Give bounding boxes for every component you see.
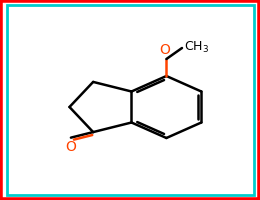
Text: O: O xyxy=(66,140,76,154)
Text: O: O xyxy=(160,43,171,57)
Text: CH$_3$: CH$_3$ xyxy=(184,39,209,55)
